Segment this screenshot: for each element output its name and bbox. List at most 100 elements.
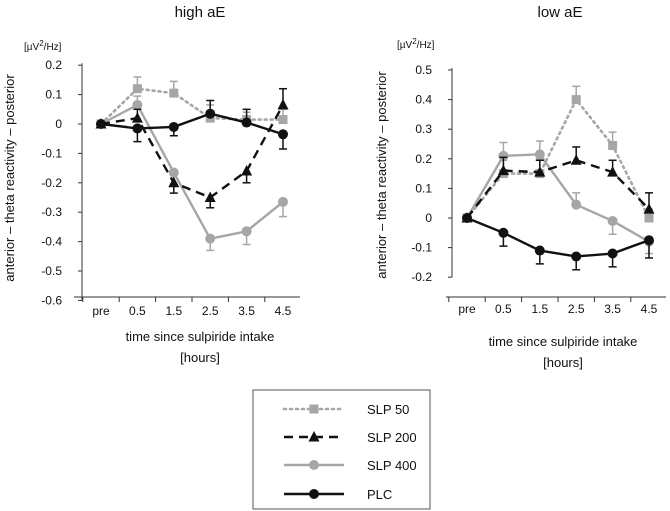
data-point — [497, 164, 509, 176]
x-tick-label: 1.5 — [165, 304, 182, 318]
series-line — [466, 216, 650, 258]
x-tick-label: 0.5 — [495, 302, 512, 316]
y-tick-label: -0.2 — [411, 270, 432, 284]
series-line — [465, 98, 651, 220]
legend-marker — [308, 431, 320, 442]
data-point — [644, 213, 654, 223]
y-tick-label: 0.1 — [415, 181, 432, 195]
series-slp-200 — [461, 146, 655, 223]
y-tick-label: 0.5 — [415, 63, 432, 77]
data-point — [96, 119, 106, 129]
legend-marker — [309, 460, 319, 470]
data-point — [498, 227, 509, 238]
x-tick-label: 3.5 — [238, 304, 255, 318]
y-tick-label: -0.4 — [41, 235, 62, 249]
legend-entry: SLP 200 — [284, 430, 417, 445]
legend-label: SLP 200 — [367, 430, 417, 445]
data-point — [607, 248, 618, 259]
series-line — [466, 159, 650, 219]
data-point — [168, 121, 179, 132]
data-point — [571, 95, 581, 105]
x-tick-label: 0.5 — [129, 304, 146, 318]
legend-label: SLP 400 — [367, 458, 417, 473]
series-line — [100, 112, 284, 136]
data-point — [498, 150, 509, 161]
data-point — [277, 98, 289, 110]
x-tick-label: 4.5 — [641, 302, 658, 316]
y-tick-label: 0.4 — [415, 93, 432, 107]
data-point — [169, 88, 179, 98]
data-point — [534, 149, 545, 160]
chart-title: low aE — [537, 4, 582, 21]
data-point — [571, 199, 582, 210]
legend-label: SLP 50 — [367, 402, 409, 417]
data-point — [278, 115, 288, 125]
series-line — [100, 103, 284, 240]
legend-marker — [309, 404, 319, 414]
data-point — [132, 99, 143, 110]
data-point — [607, 215, 618, 226]
series-line — [99, 87, 285, 126]
data-point — [534, 166, 546, 177]
y-tick-label: -0.6 — [41, 293, 62, 307]
y-tick-label: 0.2 — [415, 152, 432, 166]
y-tick-label: 0.2 — [45, 58, 62, 72]
legend-entry: PLC — [284, 487, 392, 502]
series-line — [100, 104, 285, 199]
x-tick-label: pre — [458, 302, 476, 316]
chart-title: high aE — [175, 4, 226, 21]
y-tick-label: -0.3 — [41, 205, 62, 219]
series-plc — [462, 213, 654, 271]
y-unit-label: [µV2/Hz] — [397, 37, 435, 51]
data-point — [241, 165, 253, 176]
x-tick-label: 2.5 — [568, 302, 585, 316]
series-slp-50 — [462, 85, 654, 223]
x-tick-label: 3.5 — [604, 302, 621, 316]
data-point — [205, 233, 216, 244]
y-axis-label: anterior – theta reactivity – posterior — [2, 74, 17, 282]
data-point — [241, 226, 252, 237]
legend-label: PLC — [367, 487, 392, 502]
x-tick-label: 4.5 — [275, 304, 292, 318]
y-tick-label: 0.3 — [415, 122, 432, 136]
series-line — [465, 153, 650, 243]
series-slp-400 — [462, 140, 654, 255]
chart-high-ae: high aE [µV2/Hz] anterior – theta reacti… — [2, 4, 300, 365]
data-point — [205, 108, 216, 119]
data-point — [132, 123, 143, 134]
data-point — [241, 117, 252, 128]
y-axis-label: anterior – theta reactivity – posterior — [374, 71, 389, 279]
y-tick-label: 0 — [425, 211, 432, 225]
data-point — [644, 235, 654, 246]
y-tick-label: -0.2 — [41, 176, 62, 190]
data-point — [168, 167, 179, 178]
data-point — [570, 154, 582, 165]
data-point — [534, 245, 545, 256]
x-tick-label: 2.5 — [202, 304, 219, 318]
y-tick-label: -0.1 — [411, 241, 432, 255]
x-axis-label-line2: [hours] — [543, 355, 583, 370]
data-point — [278, 196, 288, 207]
data-point — [168, 176, 180, 188]
plot-area: 0.2 0.1 0 -0.1 -0.2 -0.3 -0.4 -0.5 -0.6 pre 0.5 1.5… — [41, 58, 300, 318]
legend-entry: SLP 50 — [282, 402, 409, 417]
y-tick-label: 0.1 — [45, 88, 62, 102]
data-point — [278, 129, 288, 140]
legend: SLP 50 SLP 200 SLP 400 PLC — [252, 389, 431, 510]
plot-area: 0.5 0.4 0.3 0.2 0.1 0 -0.1 -0.2 pre 0.5 1.5 2.5 3.5 4… — [411, 63, 666, 316]
x-tick-label: 1.5 — [531, 302, 548, 316]
data-point — [131, 112, 143, 123]
x-axis-label-line1: time since sulpiride intake — [126, 329, 275, 344]
data-point — [607, 166, 619, 177]
legend-entry: SLP 400 — [284, 458, 417, 473]
data-point — [204, 191, 216, 202]
x-axis-label-line1: time since sulpiride intake — [489, 334, 638, 349]
legend-marker — [309, 489, 319, 499]
y-tick-label: -0.1 — [41, 146, 62, 160]
series-slp-400 — [96, 95, 288, 252]
x-tick-label: pre — [92, 304, 110, 318]
data-point — [608, 140, 618, 150]
data-point — [462, 213, 472, 223]
data-point — [132, 84, 142, 94]
